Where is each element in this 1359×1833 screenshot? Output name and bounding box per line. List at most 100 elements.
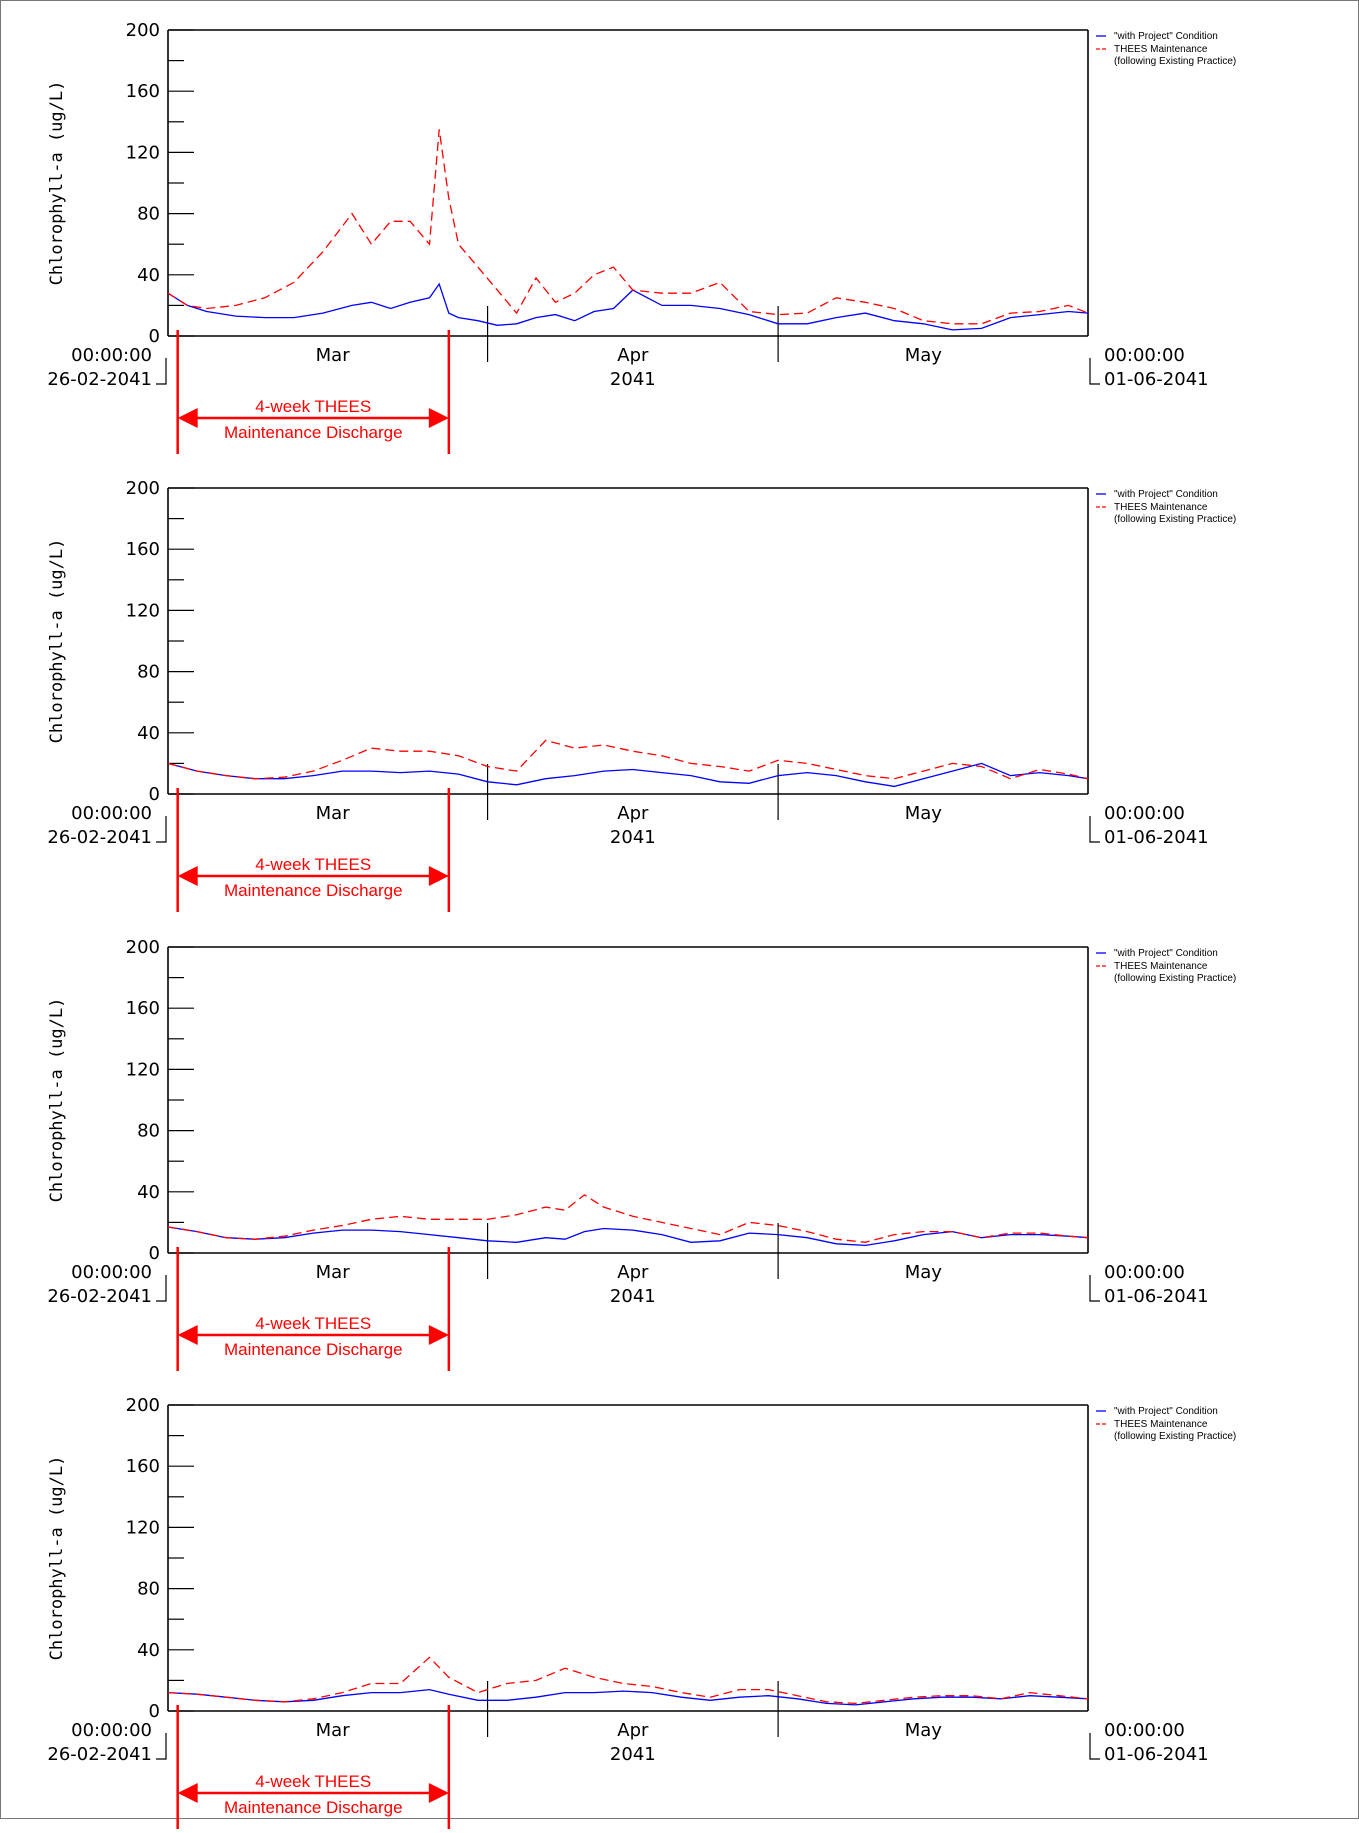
y-tick-label: 200 xyxy=(126,20,160,41)
y-tick-label: 0 xyxy=(149,784,160,805)
legend-entry-label: (following Existing Practice) xyxy=(1114,514,1236,525)
series-line-with-project xyxy=(167,1226,1089,1247)
y-tick-label: 160 xyxy=(126,998,160,1019)
x-start-date: 26-02-2041 xyxy=(47,827,152,848)
x-end-date: 01-06-2041 xyxy=(1104,1286,1209,1307)
chart-panel-4: 0 40 80 120 160 200 Chlorophyll-a (ug/L) Mar Apr… xyxy=(47,1395,1236,1829)
legend-entry-label: THEES Maintenance xyxy=(1114,502,1208,513)
legend-entry-label: "with Project" Condition xyxy=(1114,489,1218,500)
y-tick-label: 120 xyxy=(126,142,160,163)
y-tick-label: 80 xyxy=(137,204,160,225)
annotation-text-line1: 4-week THEES xyxy=(255,1772,371,1791)
x-end-date: 01-06-2041 xyxy=(1104,827,1209,848)
x-tick-label: Mar xyxy=(316,803,351,824)
y-tick-label: 0 xyxy=(149,1701,160,1722)
series-line-thees-maintenance xyxy=(167,129,1089,325)
x-start-time: 00:00:00 xyxy=(71,803,152,824)
annotation-arrowhead-left xyxy=(177,1325,198,1345)
x-tick-label: Mar xyxy=(316,345,351,366)
y-tick-label: 160 xyxy=(126,539,160,560)
annotation-text-line1: 4-week THEES xyxy=(255,1314,371,1333)
series-line-with-project xyxy=(167,762,1089,788)
x-end-time: 00:00:00 xyxy=(1104,1720,1185,1741)
legend-entry-label: (following Existing Practice) xyxy=(1114,973,1236,984)
legend-entry-label: "with Project" Condition xyxy=(1114,1406,1218,1417)
series-line-thees-maintenance xyxy=(167,1194,1089,1243)
x-start-time: 00:00:00 xyxy=(71,345,152,366)
x-start-time: 00:00:00 xyxy=(71,1720,152,1741)
annotation-arrowhead-left xyxy=(177,408,198,428)
y-tick-label: 160 xyxy=(126,1456,160,1477)
legend-entry-label: "with Project" Condition xyxy=(1114,948,1218,959)
y-axis-label: Chlorophyll-a (ug/L) xyxy=(47,998,67,1203)
legend-entry-label: THEES Maintenance xyxy=(1114,44,1208,55)
chart-panel-2: 0 40 80 120 160 200 Chlorophyll-a (ug/L) Mar Apr… xyxy=(47,478,1236,912)
annotation-arrowhead-right xyxy=(428,408,449,428)
y-tick-label: 80 xyxy=(137,1579,160,1600)
annotation-text-line2: Maintenance Discharge xyxy=(224,1340,403,1359)
x-year-label: 2041 xyxy=(610,1744,656,1765)
x-end-bracket xyxy=(1089,358,1100,385)
annotation-text-line2: Maintenance Discharge xyxy=(224,1798,403,1817)
x-tick-label: Apr xyxy=(617,1720,649,1741)
annotation-arrowhead-right xyxy=(428,1783,449,1803)
y-tick-label: 40 xyxy=(137,723,160,744)
annotation-arrowhead-right xyxy=(428,1325,449,1345)
series-line-with-project xyxy=(167,282,1089,331)
y-tick-label: 200 xyxy=(126,1395,160,1416)
y-axis-label: Chlorophyll-a (ug/L) xyxy=(47,81,67,286)
x-tick-label: Mar xyxy=(316,1262,351,1283)
x-tick-label: May xyxy=(905,1262,943,1283)
legend-entry-label: THEES Maintenance xyxy=(1114,961,1208,972)
y-tick-label: 200 xyxy=(126,937,160,958)
chart-panel-1: 0 40 80 120 160 200 Chlorophyll-a (ug/L) Mar Apr… xyxy=(47,20,1236,454)
x-end-date: 01-06-2041 xyxy=(1104,1744,1209,1765)
x-tick-label: May xyxy=(905,345,943,366)
annotation-arrowhead-left xyxy=(177,866,198,886)
x-start-bracket xyxy=(156,1275,167,1302)
annotation-text-line2: Maintenance Discharge xyxy=(224,423,403,442)
x-year-label: 2041 xyxy=(610,1286,656,1307)
y-tick-label: 0 xyxy=(149,326,160,347)
series-line-thees-maintenance xyxy=(167,1656,1089,1705)
annotation-text-line1: 4-week THEES xyxy=(255,397,371,416)
x-start-time: 00:00:00 xyxy=(71,1262,152,1283)
y-tick-label: 200 xyxy=(126,478,160,499)
annotation-arrowhead-left xyxy=(177,1783,198,1803)
x-start-date: 26-02-2041 xyxy=(47,1744,152,1765)
legend-entry-label: (following Existing Practice) xyxy=(1114,56,1236,67)
x-tick-label: Apr xyxy=(617,1262,649,1283)
y-axis-label: Chlorophyll-a (ug/L) xyxy=(47,1456,67,1661)
legend-entry-label: THEES Maintenance xyxy=(1114,1419,1208,1430)
x-end-time: 00:00:00 xyxy=(1104,803,1185,824)
x-tick-label: May xyxy=(905,1720,943,1741)
legend-entry-label: (following Existing Practice) xyxy=(1114,1431,1236,1442)
annotation-text-line1: 4-week THEES xyxy=(255,855,371,874)
legend-entry-label: "with Project" Condition xyxy=(1114,31,1218,42)
y-tick-label: 120 xyxy=(126,600,160,621)
x-year-label: 2041 xyxy=(610,827,656,848)
y-tick-label: 80 xyxy=(137,662,160,683)
y-tick-label: 80 xyxy=(137,1121,160,1142)
y-tick-label: 40 xyxy=(137,1182,160,1203)
x-tick-label: Apr xyxy=(617,803,649,824)
series-line-with-project xyxy=(167,1688,1089,1706)
annotation-text-line2: Maintenance Discharge xyxy=(224,881,403,900)
x-tick-label: May xyxy=(905,803,943,824)
x-start-bracket xyxy=(156,816,167,843)
x-end-time: 00:00:00 xyxy=(1104,1262,1185,1283)
x-start-bracket xyxy=(156,1733,167,1760)
y-tick-label: 40 xyxy=(137,1640,160,1661)
chart-panel-3: 0 40 80 120 160 200 Chlorophyll-a (ug/L) Mar Apr… xyxy=(47,937,1236,1371)
y-tick-label: 0 xyxy=(149,1243,160,1264)
x-end-bracket xyxy=(1089,1733,1100,1760)
y-tick-label: 120 xyxy=(126,1517,160,1538)
y-tick-label: 120 xyxy=(126,1059,160,1080)
y-axis-label: Chlorophyll-a (ug/L) xyxy=(47,539,67,744)
y-tick-label: 40 xyxy=(137,265,160,286)
x-end-time: 00:00:00 xyxy=(1104,345,1185,366)
y-tick-label: 160 xyxy=(126,81,160,102)
x-tick-label: Apr xyxy=(617,345,649,366)
annotation-arrowhead-right xyxy=(428,866,449,886)
x-start-bracket xyxy=(156,358,167,385)
